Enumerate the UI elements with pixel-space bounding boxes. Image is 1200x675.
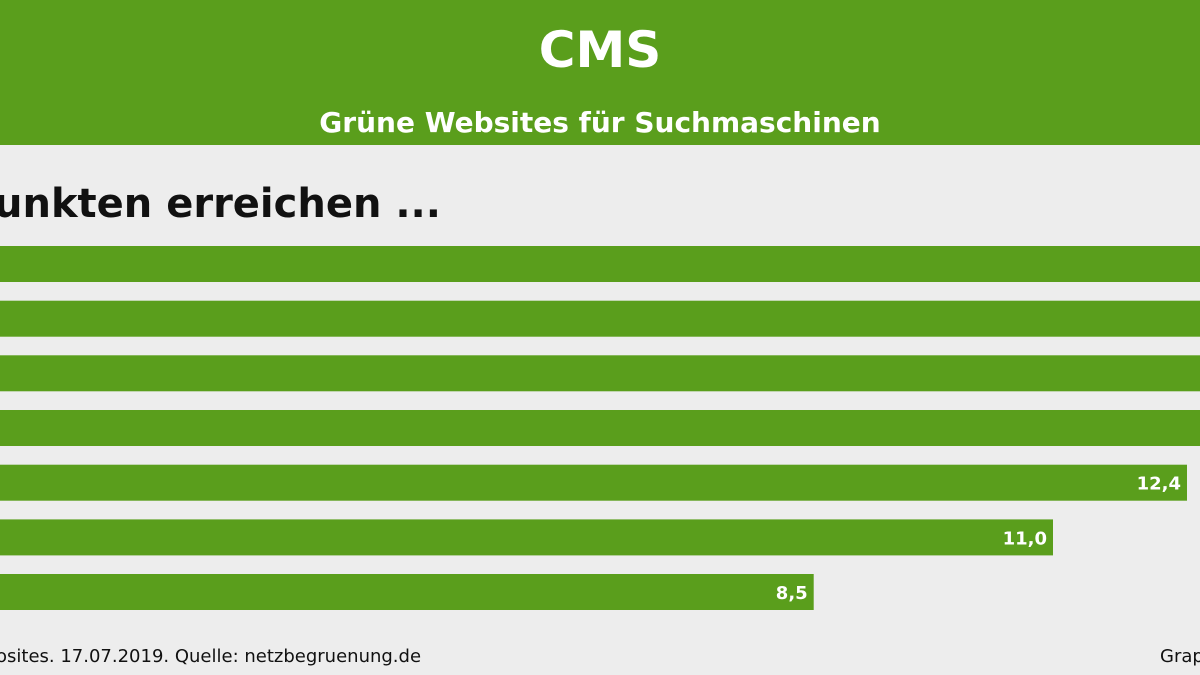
bar-value-label: 11,0	[1003, 528, 1047, 549]
bar-7	[0, 574, 814, 610]
source-note: osites. 17.07.2019. Quelle: netzbegruenu…	[0, 646, 422, 667]
bar-5	[0, 464, 1187, 501]
bar-value-label: 12,4	[1137, 474, 1181, 495]
bar-3	[0, 355, 1200, 392]
chart-subtitle: Grüne Websites für Suchmaschinen	[319, 106, 881, 139]
graphic-credit: Grap	[1160, 646, 1200, 667]
bar-value-label: 8,5	[776, 583, 808, 604]
chart-title: CMS	[538, 21, 662, 79]
bar-6	[0, 519, 1053, 556]
bar-2	[0, 300, 1200, 337]
bar-4	[0, 410, 1200, 446]
chart-heading: unkten erreichen ...	[0, 181, 441, 227]
bar-1	[0, 246, 1200, 282]
header-banner: CMS Grüne Websites für Suchmaschinen	[0, 0, 1200, 145]
